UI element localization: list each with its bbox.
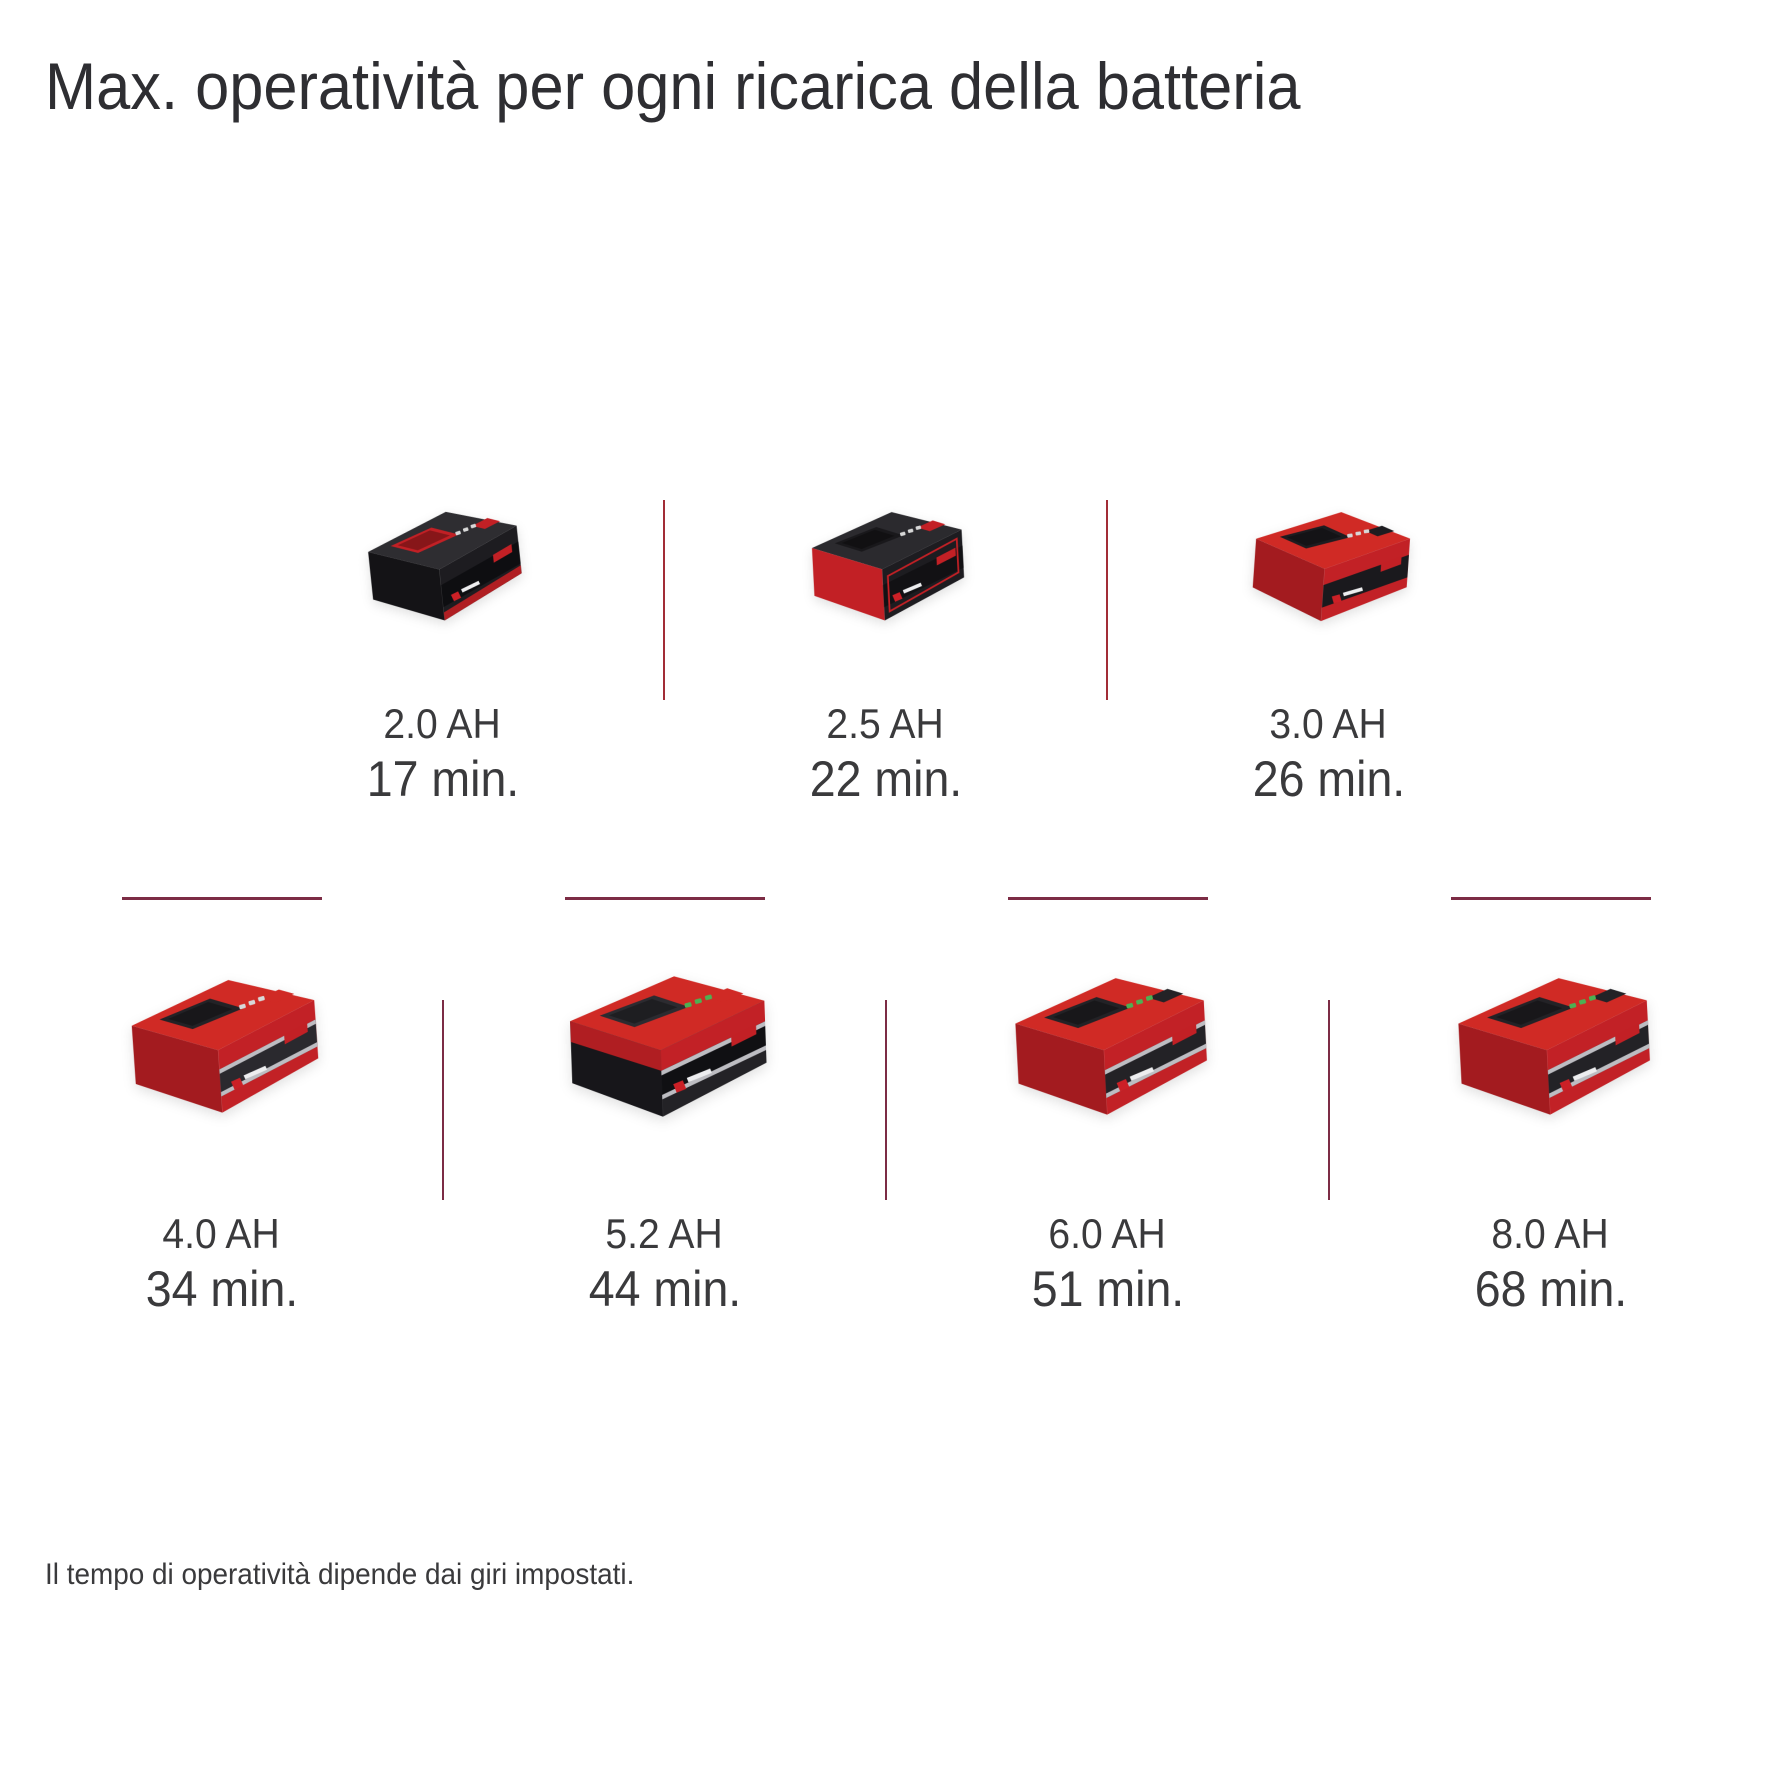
battery-capacity-label: 2.0 AH xyxy=(383,700,502,747)
battery-illustration xyxy=(131,979,318,1113)
battery-cell: 6.0 AH 51 min. xyxy=(886,880,1329,1316)
battery-runtime-label: 22 min. xyxy=(809,751,962,807)
battery-runtime-label: 51 min. xyxy=(1031,1261,1184,1317)
battery-cell: 2.0 AH 17 min. xyxy=(221,430,664,806)
battery-runtime-label: 44 min. xyxy=(588,1261,741,1317)
battery-cell: 2.5 AH 22 min. xyxy=(664,430,1107,806)
battery-capacity-label: 2.5 AH xyxy=(826,700,945,747)
battery-illustration xyxy=(569,975,767,1117)
battery-capacity-label: 6.0 AH xyxy=(1048,1210,1167,1257)
battery-row-bottom: 4.0 AH 34 min. 5.2 AH 44 min. 6.0 AH 51 min. 8… xyxy=(0,880,1772,1316)
battery-capacity-label: 4.0 AH xyxy=(162,1210,281,1257)
row-separator-lines xyxy=(0,897,1772,900)
battery-runtime-label: 17 min. xyxy=(366,751,519,807)
battery-photo-2-5-ah xyxy=(664,430,1107,700)
battery-illustration xyxy=(811,511,965,620)
row-divider-line xyxy=(1450,897,1651,900)
battery-photo-4-0-ah xyxy=(0,880,443,1210)
battery-cell: 5.2 AH 44 min. xyxy=(443,880,886,1316)
column-divider-line xyxy=(1106,500,1108,700)
battery-illustration xyxy=(1457,977,1650,1115)
battery-runtime-label: 68 min. xyxy=(1474,1261,1627,1317)
battery-cell: 8.0 AH 68 min. xyxy=(1329,880,1772,1316)
battery-illustration xyxy=(1014,977,1207,1115)
battery-runtime-label: 34 min. xyxy=(145,1261,298,1317)
row-divider-line xyxy=(121,897,322,900)
column-divider-line xyxy=(885,1000,887,1200)
battery-photo-2-0-ah xyxy=(221,430,664,700)
battery-capacity-label: 3.0 AH xyxy=(1269,700,1388,747)
battery-row-top: 2.0 AH 17 min. 2.5 AH 22 min. 3.0 AH 26 min. xyxy=(221,430,1551,806)
column-divider-line xyxy=(442,1000,444,1200)
battery-illustration xyxy=(368,511,522,620)
battery-illustration xyxy=(1252,511,1411,621)
page-title: Max. operatività per ogni ricarica della… xyxy=(45,49,1301,123)
battery-cell: 3.0 AH 26 min. xyxy=(1107,430,1550,806)
battery-photo-8-0-ah xyxy=(1329,880,1772,1210)
column-divider-line xyxy=(663,500,665,700)
battery-capacity-label: 8.0 AH xyxy=(1491,1210,1610,1257)
battery-photo-3-0-ah xyxy=(1107,430,1550,700)
battery-photo-5-2-ah xyxy=(443,880,886,1210)
battery-capacity-label: 5.2 AH xyxy=(605,1210,724,1257)
battery-runtime-label: 26 min. xyxy=(1252,751,1405,807)
column-divider-line xyxy=(1328,1000,1330,1200)
footnote: Il tempo di operatività dipende dai giri… xyxy=(45,1558,635,1591)
battery-cell: 4.0 AH 34 min. xyxy=(0,880,443,1316)
battery-photo-6-0-ah xyxy=(886,880,1329,1210)
row-divider-line xyxy=(564,897,765,900)
row-divider-line xyxy=(1007,897,1208,900)
